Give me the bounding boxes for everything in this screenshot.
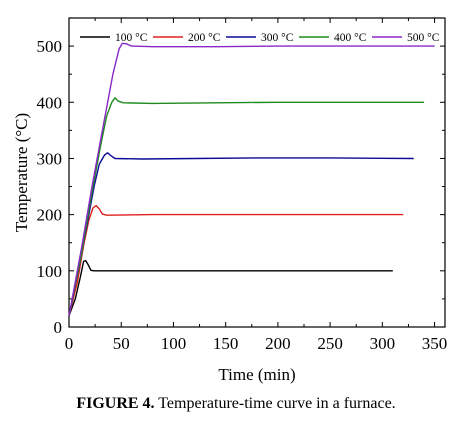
legend-label-1: 100 °C (115, 32, 148, 44)
y-tick-label: 200 (37, 206, 63, 225)
legend-label-5: 500 °C (407, 32, 440, 44)
x-tick-label: 150 (213, 334, 239, 353)
series-line-3 (68, 152, 414, 316)
x-tick-label: 250 (317, 334, 343, 353)
series-line-2 (68, 204, 404, 316)
x-tick-label: 200 (265, 334, 291, 353)
y-axis-title: Temperature (°C) (12, 113, 31, 232)
x-axis-title: Time (min) (218, 365, 295, 384)
legend-label-2: 200 °C (188, 32, 221, 44)
figure-caption-label: FIGURE 4. (76, 395, 155, 412)
legend-label-4: 400 °C (334, 32, 367, 44)
x-tick-label: 50 (113, 334, 130, 353)
y-tick-label: 400 (37, 93, 63, 112)
series-line-4 (68, 97, 425, 316)
y-tick-label: 0 (54, 318, 63, 337)
figure-caption-text: Temperature-time curve in a furnace. (154, 395, 396, 412)
y-tick-label: 100 (37, 262, 63, 281)
y-tick-label: 300 (37, 149, 63, 168)
legend-label-3: 300 °C (261, 32, 294, 44)
x-tick-label: 0 (65, 334, 74, 353)
x-tick-label: 350 (422, 334, 448, 353)
plot-area-border (68, 17, 446, 328)
figure-caption: FIGURE 4. Temperature-time curve in a fu… (0, 395, 472, 413)
series-line-1 (68, 260, 393, 317)
y-tick-label: 500 (37, 37, 63, 56)
x-tick-label: 300 (370, 334, 396, 353)
series-line-5 (68, 42, 435, 316)
x-tick-label: 100 (161, 334, 187, 353)
